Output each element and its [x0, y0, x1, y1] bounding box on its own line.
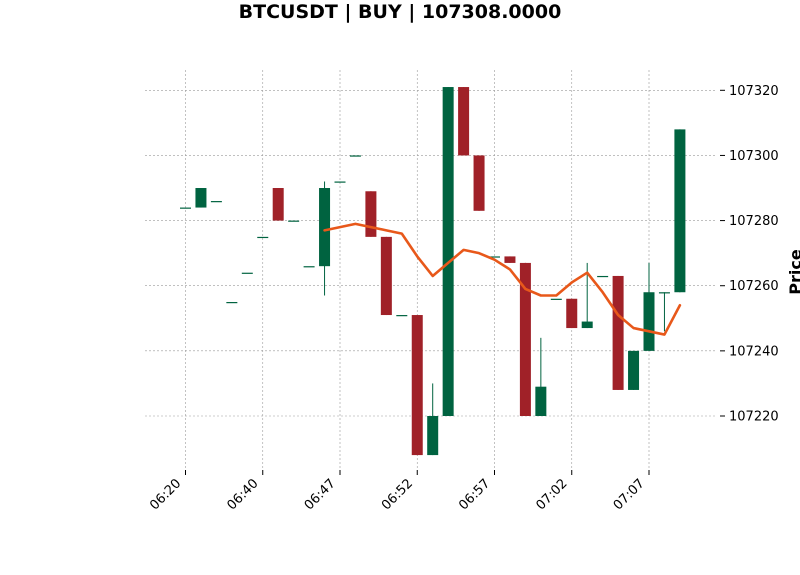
x-tick-label: 06:20: [147, 476, 184, 513]
candle: [365, 191, 377, 237]
y-tick-label: 107220: [729, 410, 779, 425]
candle-body: [195, 188, 207, 208]
candle-body: [272, 188, 284, 221]
candle-body: [380, 236, 392, 316]
candle-body: [581, 321, 593, 329]
candle-body: [658, 292, 670, 294]
candle-body: [210, 201, 222, 203]
x-tick-label: 07:07: [611, 476, 648, 513]
x-axis: 06:20 06:40 06:47 06:52 06:57 07:02 07:07: [147, 470, 650, 513]
candle-body: [566, 298, 578, 329]
candle: [535, 337, 547, 416]
y-tick-label: 107320: [729, 84, 779, 99]
candle: [643, 262, 655, 351]
y-axis-label: Price: [786, 249, 800, 295]
candle-body: [303, 266, 315, 268]
candle-body: [226, 302, 238, 304]
candle-body: [458, 87, 470, 156]
candle-body: [396, 315, 408, 317]
candle: [180, 207, 191, 209]
candle-body: [288, 220, 300, 222]
candle: [210, 201, 222, 203]
candle-body: [442, 87, 454, 416]
candle-body: [504, 256, 516, 263]
candle-body: [473, 155, 485, 211]
candle: [427, 383, 439, 456]
candle: [566, 298, 578, 329]
candle: [288, 220, 300, 222]
candle-body: [550, 298, 562, 300]
candle-body: [427, 416, 439, 456]
candle-body: [597, 275, 609, 278]
candle: [658, 292, 670, 332]
candle: [380, 236, 392, 316]
candle-body: [411, 315, 423, 456]
candle-body: [489, 256, 500, 258]
candle-body: [628, 350, 640, 390]
candle: [597, 275, 609, 278]
candle: [334, 181, 346, 183]
moving-average-line: [323, 222, 682, 336]
candle: [319, 181, 331, 296]
candle-body: [334, 181, 346, 183]
candle: [674, 129, 686, 293]
y-tick-label: 107280: [729, 214, 779, 229]
candle-body: [643, 292, 655, 351]
candle-body: [365, 191, 377, 237]
y-tick-label: 107260: [729, 279, 779, 294]
grid: [145, 70, 716, 470]
y-tick-label: 107300: [729, 149, 779, 164]
candle: [411, 315, 423, 456]
candle-body: [257, 236, 269, 239]
candle-body: [519, 262, 531, 416]
candle-body: [319, 188, 331, 267]
candle: [349, 155, 361, 157]
candle: [628, 350, 640, 390]
candle: [489, 256, 500, 258]
candle-body: [674, 129, 686, 293]
candle: [612, 275, 624, 390]
x-tick-label: 06:57: [456, 476, 493, 513]
candle: [550, 298, 562, 300]
candle: [303, 266, 315, 268]
y-tick-label: 107240: [729, 344, 779, 359]
candle: [396, 315, 408, 317]
candle: [195, 188, 207, 208]
y-axis: 107220 107240 107260 107280 107300 107320: [720, 84, 779, 425]
chart-title: BTCUSDT | BUY | 107308.0000: [239, 1, 562, 23]
candles: [180, 87, 686, 456]
candle: [272, 188, 284, 221]
candle: [442, 87, 454, 416]
candle: [458, 87, 470, 156]
candle-body: [241, 272, 253, 274]
x-tick-label: 06:47: [302, 476, 339, 513]
candle: [257, 236, 269, 239]
x-tick-label: 07:02: [533, 476, 570, 513]
candle-body: [535, 386, 547, 416]
candle: [241, 272, 253, 274]
candle: [473, 155, 485, 211]
x-tick-label: 06:40: [224, 476, 261, 513]
candle: [226, 302, 238, 304]
x-tick-label: 06:52: [379, 476, 416, 513]
candle: [504, 256, 516, 263]
moving-average: [323, 222, 682, 336]
candle-body: [180, 207, 191, 209]
candle-body: [612, 275, 624, 390]
candle-body: [349, 155, 361, 157]
